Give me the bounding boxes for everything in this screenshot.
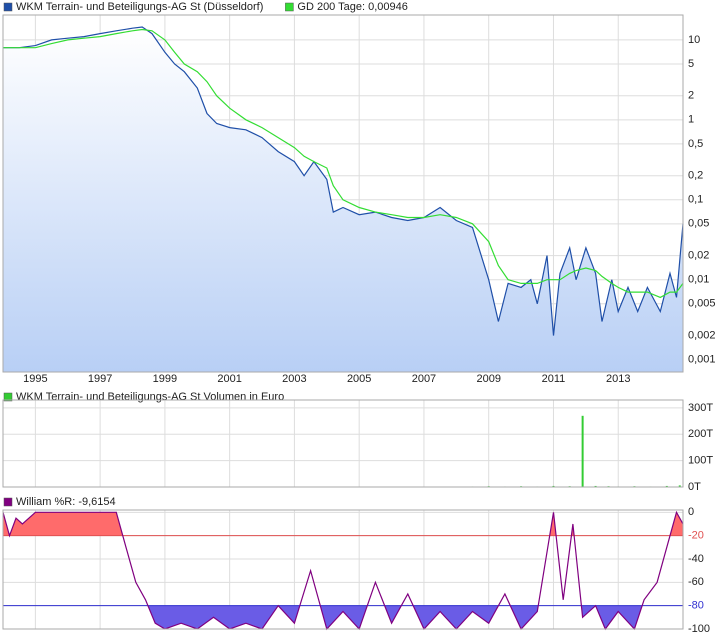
x-tick-label: 2011 <box>542 373 566 385</box>
plot-frame <box>2 399 684 488</box>
legend-swatch <box>3 2 13 12</box>
x-tick-label: 1999 <box>153 373 177 385</box>
y-tick-label: 0T <box>688 481 701 493</box>
plot-frame <box>2 14 684 373</box>
y-tick-label: -100 <box>688 623 710 635</box>
x-tick-label: 2001 <box>217 373 241 385</box>
y-tick-label: -40 <box>688 553 704 565</box>
legend-swatch <box>3 497 13 507</box>
y-tick-label: -20 <box>688 530 704 542</box>
plot-frame <box>2 509 684 630</box>
legend-label: GD 200 Tage: 0,00946 <box>297 1 408 13</box>
y-tick-label: 300T <box>688 402 713 414</box>
y-tick-label: 0,5 <box>688 138 703 150</box>
y-tick-label: 0,01 <box>688 274 709 286</box>
y-tick-label: 0,005 <box>688 298 716 310</box>
x-tick-label: 2009 <box>476 373 500 385</box>
legend-label: WKM Terrain- und Beteiligungs-AG St Volu… <box>16 391 284 403</box>
y-tick-label: 0,1 <box>688 194 703 206</box>
y-tick-label: 100T <box>688 455 713 467</box>
volume-bar <box>665 485 668 487</box>
y-tick-label: 200T <box>688 428 713 440</box>
y-tick-label: -60 <box>688 576 704 588</box>
price-area <box>3 27 683 372</box>
x-tick-label: 1995 <box>23 373 47 385</box>
legend-swatch <box>3 392 13 402</box>
y-tick-label: 10 <box>688 34 700 46</box>
x-tick-label: 2007 <box>412 373 436 385</box>
y-tick-label: 1 <box>688 114 694 126</box>
volume-bar <box>581 415 584 487</box>
legend-swatch <box>285 2 294 12</box>
x-tick-label: 2013 <box>606 373 630 385</box>
plot-area <box>3 400 683 487</box>
volume-bar <box>678 485 681 487</box>
y-tick-label: -80 <box>688 600 704 612</box>
y-tick-label: 0,002 <box>688 329 716 341</box>
x-tick-label: 2003 <box>282 373 306 385</box>
volume-bar <box>594 485 597 487</box>
volume-bar <box>552 485 555 487</box>
y-tick-label: 5 <box>688 58 694 70</box>
level-fill <box>3 512 683 536</box>
y-tick-label: 2 <box>688 90 694 102</box>
y-tick-label: 0 <box>688 506 694 518</box>
series-line <box>3 28 684 299</box>
legend-label: William %R: -9,6154 <box>16 496 116 508</box>
y-tick-label: 0,02 <box>688 250 709 262</box>
y-tick-label: 0,001 <box>688 354 716 366</box>
x-tick-label: 2005 <box>347 373 371 385</box>
x-tick-label: 1997 <box>88 373 112 385</box>
y-tick-label: 0,05 <box>688 218 709 230</box>
legend-label: WKM Terrain- und Beteiligungs-AG St (Düs… <box>16 1 263 13</box>
y-tick-label: 0,2 <box>688 170 703 182</box>
